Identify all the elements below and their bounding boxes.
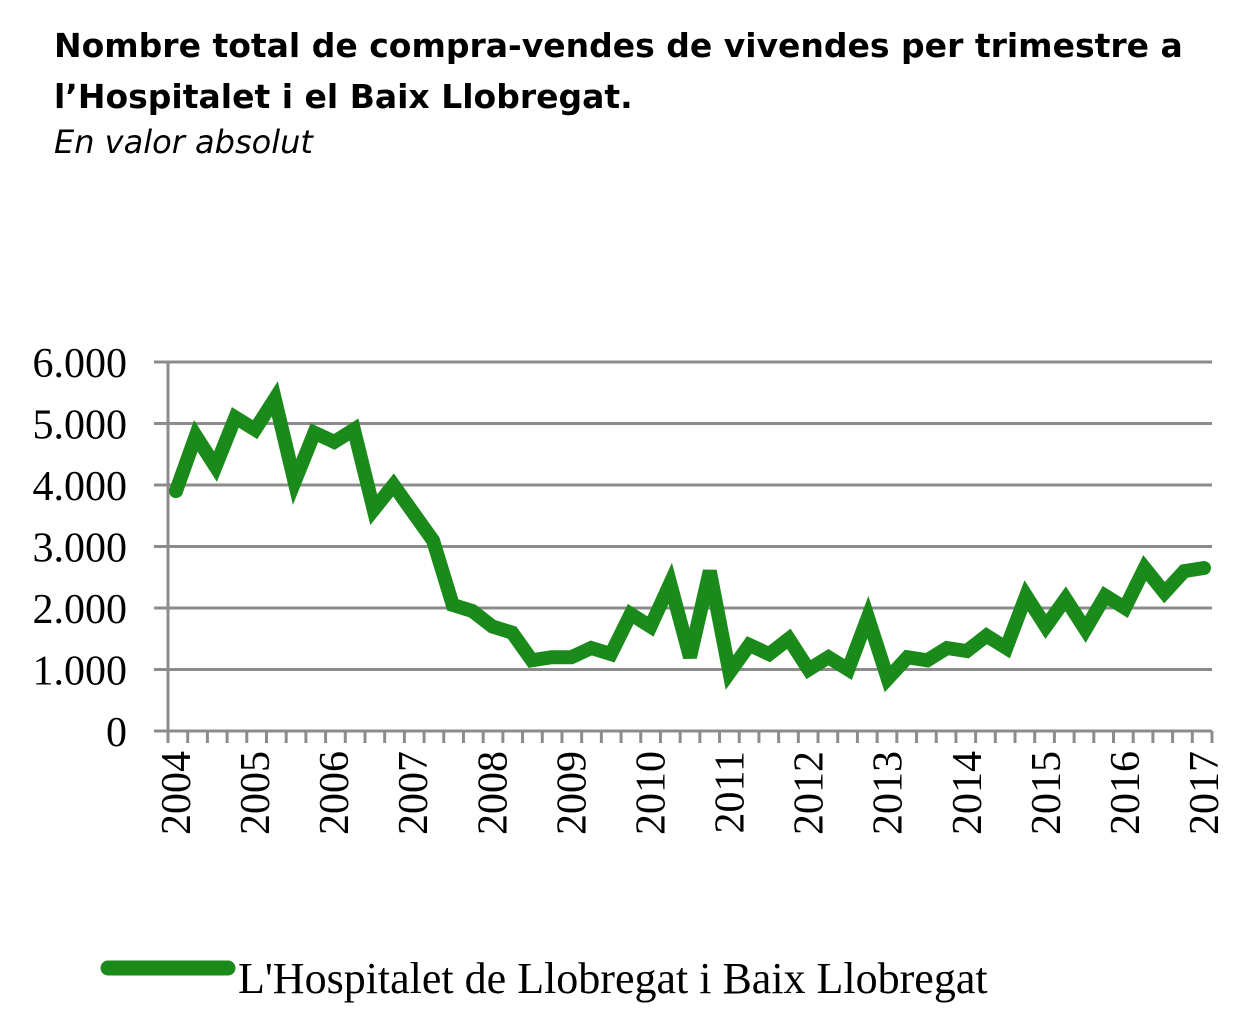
x-tick-label: 2014: [945, 751, 991, 835]
x-tick-label: 2005: [233, 751, 279, 835]
data-point: [1183, 570, 1186, 573]
x-tick-label: 2009: [549, 751, 595, 835]
data-point: [471, 610, 474, 613]
data-point: [708, 570, 711, 573]
data-point: [787, 637, 790, 640]
data-point: [768, 653, 771, 656]
data-point: [234, 416, 237, 419]
data-point: [669, 582, 672, 585]
data-point: [965, 650, 968, 652]
x-tick-label: 2013: [866, 751, 912, 835]
data-point: [550, 656, 553, 659]
x-tick-label: 2008: [470, 751, 516, 835]
data-point: [214, 465, 217, 468]
data-point: [629, 613, 632, 616]
x-tick-label: 2006: [312, 751, 358, 835]
x-tick-label: 2004: [154, 751, 200, 835]
data-point: [392, 484, 395, 486]
data-point: [254, 428, 257, 431]
series-line: [169, 381, 1211, 693]
chart-subtitle: En valor absolut: [54, 123, 313, 161]
y-tick-label: 2.000: [33, 587, 128, 633]
series-group: [169, 381, 1211, 693]
data-point: [570, 656, 573, 659]
data-point: [728, 671, 731, 674]
data-point: [906, 656, 909, 659]
x-tick-label: 2017: [1182, 751, 1228, 835]
data-point: [1064, 597, 1067, 600]
data-point: [926, 659, 929, 662]
data-point: [372, 508, 375, 511]
data-point: [1203, 567, 1205, 569]
data-point: [175, 490, 177, 493]
y-tick-label: 5.000: [33, 403, 128, 449]
data-point: [352, 428, 355, 431]
data-point: [689, 656, 691, 659]
y-tick-label: 6.000: [33, 341, 128, 387]
data-point: [313, 431, 316, 434]
data-point: [333, 440, 336, 443]
x-tick-label: 2007: [391, 751, 437, 835]
x-tick-label: 2012: [787, 751, 833, 835]
data-point: [1084, 628, 1087, 631]
data-point: [1123, 607, 1126, 609]
gridlines: [168, 360, 1212, 671]
data-point: [866, 616, 869, 619]
x-axis-ticks: 2004 2005 2006 2007 2008 2009 2010 2011 2012 2013…: [154, 731, 1228, 835]
legend: L'Hospitalet de Llobregat i Baix Llobreg…: [100, 954, 988, 1003]
data-point: [511, 631, 514, 634]
y-tick-label: 4.000: [33, 464, 128, 510]
y-tick-label: 0: [106, 710, 127, 756]
data-point: [1143, 567, 1146, 569]
data-point: [1005, 647, 1008, 649]
data-point: [1163, 591, 1166, 594]
title-block: Nombre total de compra-vendes de vivende…: [54, 20, 1234, 162]
x-tick-label: 2015: [1024, 751, 1070, 835]
data-point: [827, 656, 830, 659]
data-point: [491, 625, 494, 628]
data-point: [412, 511, 415, 514]
data-point: [609, 653, 612, 656]
data-point: [194, 434, 197, 437]
chart-title: Nombre total de compra-vendes de vivende…: [54, 26, 1183, 116]
data-point: [1044, 625, 1047, 628]
data-point: [293, 480, 296, 483]
data-point: [748, 643, 751, 646]
x-tick-label: 2011: [708, 751, 754, 833]
y-axis-ticks: 0 1.000 2.000 3.000 4.000 5.000 6.000: [33, 341, 168, 756]
x-tick-label: 2010: [628, 751, 674, 835]
data-point: [807, 668, 810, 671]
data-point: [432, 539, 434, 542]
data-point: [649, 625, 652, 628]
x-tick-label: 2016: [1103, 751, 1149, 835]
data-point: [273, 397, 276, 400]
data-point: [946, 647, 948, 649]
data-point: [1025, 594, 1028, 597]
y-tick-label: 3.000: [33, 526, 128, 572]
data-point: [886, 677, 889, 680]
data-point: [1104, 594, 1107, 597]
y-tick-label: 1.000: [33, 649, 128, 695]
data-point: [590, 647, 593, 649]
data-point: [847, 668, 850, 671]
data-point: [451, 603, 454, 606]
data-point: [985, 634, 988, 637]
legend-label: L'Hospitalet de Llobregat i Baix Llobreg…: [238, 954, 988, 1003]
data-point: [530, 659, 533, 662]
